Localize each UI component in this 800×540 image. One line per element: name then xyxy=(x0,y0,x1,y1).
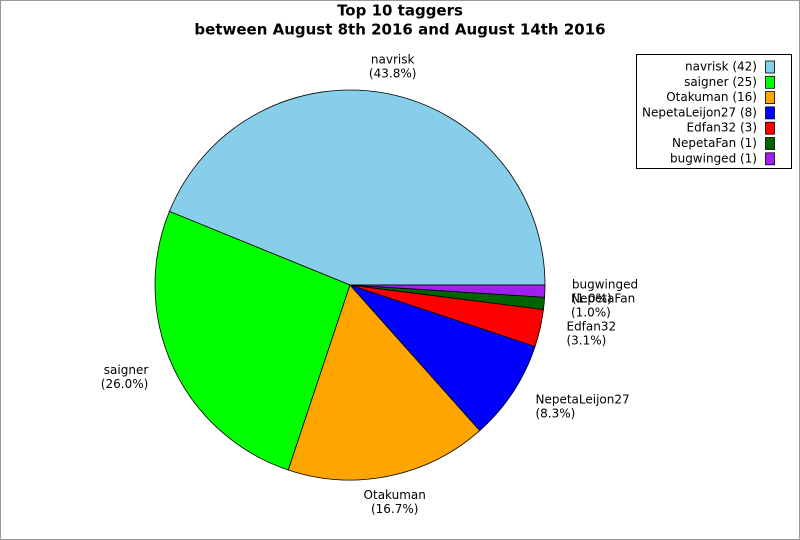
pie-slice xyxy=(349,284,546,298)
chart-subtitle: between August 8th 2016 and August 14th … xyxy=(194,21,605,39)
slice-value-label: (8.3%) xyxy=(535,406,575,420)
slice-value-label: (26.0%) xyxy=(101,377,148,391)
legend-swatch xyxy=(765,152,775,166)
legend-label: NepetaLeijon27 (8) xyxy=(642,105,757,119)
legend-swatch xyxy=(765,75,775,89)
slice-label: saigner xyxy=(104,363,149,377)
pie-slice xyxy=(154,210,351,471)
legend-label: Otakuman (16) xyxy=(666,90,757,104)
slice-label: NepetaFan xyxy=(571,291,635,305)
slice-label: navrisk xyxy=(371,53,415,67)
legend-label: Edfan32 (3) xyxy=(687,121,757,135)
pie-slice xyxy=(348,284,536,432)
slice-label: bugwinged xyxy=(572,277,638,291)
legend-swatch xyxy=(765,106,775,120)
chart-title: Top 10 taggers xyxy=(337,2,463,20)
slice-value-label: (43.8%) xyxy=(369,67,416,81)
legend-swatch xyxy=(765,91,775,104)
slice-value-label: (16.7%) xyxy=(371,502,418,516)
pie-slice xyxy=(287,284,481,481)
slice-value-label: (3.1%) xyxy=(566,334,606,348)
pie-slice xyxy=(168,89,546,286)
legend-label: NepetaFan (1) xyxy=(672,136,757,150)
legend-swatch xyxy=(765,137,775,150)
slice-label: Edfan32 xyxy=(566,320,616,334)
legend-label: saigner (25) xyxy=(684,75,757,89)
slice-label: NepetaLeijon27 xyxy=(535,392,629,406)
legend-label: navrisk (42) xyxy=(685,60,757,74)
legend-label: bugwinged (1) xyxy=(670,151,757,165)
slice-value-label: (1.0%) xyxy=(571,305,611,319)
legend-swatch xyxy=(765,121,775,135)
legend-swatch xyxy=(765,60,775,74)
slice-label: Otakuman xyxy=(364,488,426,502)
slice-value-label: (1.0%) xyxy=(572,291,612,305)
